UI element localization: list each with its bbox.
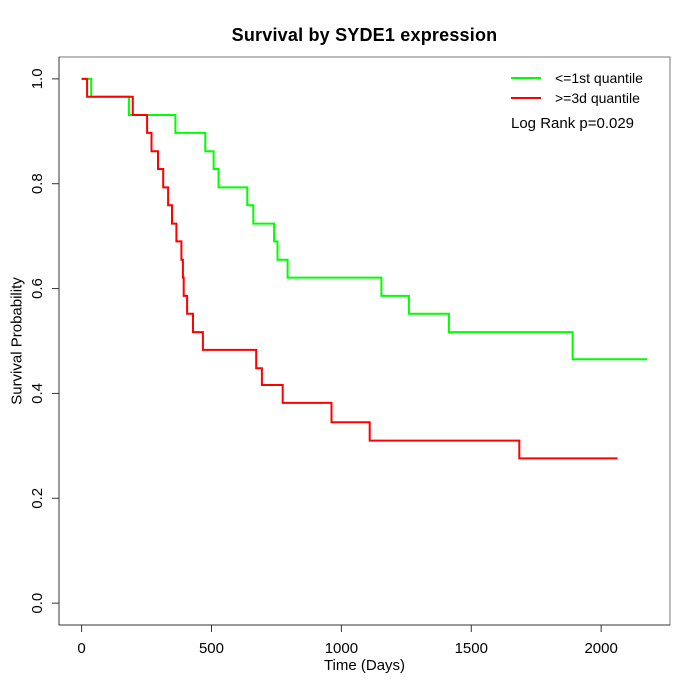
y-tick-label: 0.8	[29, 173, 46, 194]
chart-title: Survival by SYDE1 expression	[231, 25, 498, 45]
legend: <=1st quantile >=3d quantile Log Rank p=…	[511, 68, 643, 132]
legend-line-green	[511, 77, 541, 79]
legend-label-third-quantile: >=3d quantile	[555, 90, 640, 106]
x-tick-label: 0	[77, 640, 85, 657]
legend-item-first-quantile: <=1st quantile	[511, 68, 643, 88]
x-tick-label: 2000	[584, 640, 617, 657]
x-tick-label: 500	[199, 640, 224, 657]
x-tick-label: 1000	[325, 640, 358, 657]
y-tick-label: 0.4	[29, 383, 46, 404]
survival-curve-green	[81, 77, 648, 361]
log-rank-p-value: Log Rank p=0.029	[511, 115, 635, 132]
legend-item-third-quantile: >=3d quantile	[511, 88, 643, 108]
x-axis-label: Time (Days)	[323, 657, 406, 674]
y-tick-label: 0.2	[29, 488, 46, 509]
survival-curve-red	[81, 77, 618, 460]
y-tick-label: 1.0	[29, 68, 46, 89]
y-tick-label: 0.0	[29, 593, 46, 614]
legend-line-red	[511, 97, 541, 99]
y-axis-label: Survival Probability	[8, 277, 26, 405]
x-tick-label: 1500	[455, 640, 488, 657]
legend-label-first-quantile: <=1st quantile	[555, 70, 643, 86]
y-tick-label: 0.6	[29, 278, 46, 299]
